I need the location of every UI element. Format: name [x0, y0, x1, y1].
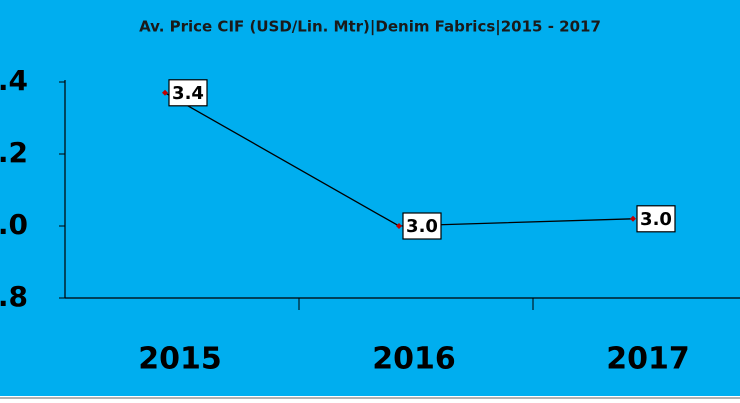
data-label-box [168, 79, 208, 107]
x-tick-label: 2017 [606, 342, 690, 377]
y-tick-label: 2.8 [0, 280, 28, 313]
x-tick-label: 2015 [138, 342, 222, 377]
data-label-box [636, 205, 676, 233]
y-tick-label: 3.0 [0, 208, 28, 241]
marker [630, 215, 636, 222]
data-label: 3.4 [172, 83, 204, 104]
data-label-box [402, 212, 442, 240]
y-tick-label: 3.4 [0, 64, 28, 97]
x-tick-label: 2016 [372, 342, 456, 377]
data-label: 3.0 [640, 209, 672, 230]
marker [396, 223, 402, 229]
marker [162, 89, 168, 96]
chart-title: Av. Price CIF (USD/Lin. Mtr)|Denim Fabri… [139, 18, 601, 37]
data-label: 3.0 [406, 216, 438, 237]
y-tick-label: 3.2 [0, 136, 28, 169]
